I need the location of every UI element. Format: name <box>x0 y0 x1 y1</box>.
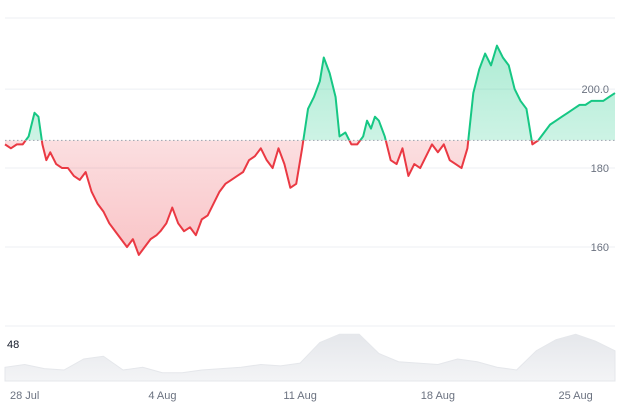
y-tick-label: 200.0 <box>581 84 609 96</box>
price-line <box>4 44 616 256</box>
volume-area-path <box>4 333 616 382</box>
y-tick-label: 180 <box>591 163 609 175</box>
price-line-up <box>24 44 616 141</box>
x-tick-label: 18 Aug <box>421 390 455 402</box>
x-tick-label: 11 Aug <box>283 390 316 402</box>
x-tick-label: 28 Jul <box>10 390 39 402</box>
x-axis-ticks: 28 Jul 4 Aug 11 Aug 18 Aug 25 Aug <box>10 390 593 402</box>
volume-label: 48 <box>7 339 19 351</box>
area-above-baseline <box>5 45 615 141</box>
price-line-down <box>4 140 540 256</box>
x-tick-label: 4 Aug <box>148 390 176 402</box>
y-axis-ticks: 200.0 180 160 <box>581 84 609 254</box>
area-below-baseline <box>5 140 539 255</box>
x-tick-label: 25 Aug <box>559 390 593 402</box>
area-fills <box>5 45 615 255</box>
y-tick-label: 160 <box>591 242 609 254</box>
volume-area <box>4 333 616 382</box>
